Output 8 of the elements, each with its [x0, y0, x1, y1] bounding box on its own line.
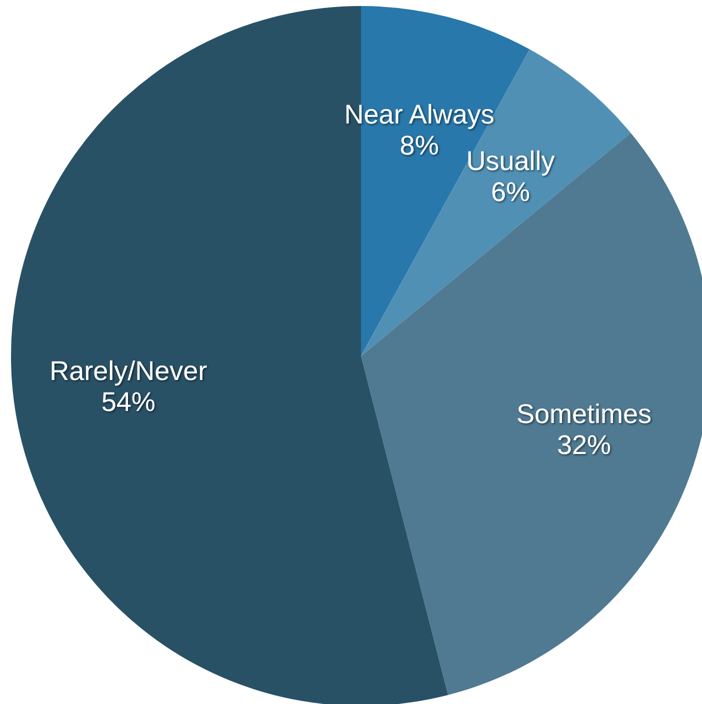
slice-label: Near Always	[344, 99, 494, 130]
data-label: 54%	[101, 387, 156, 418]
data-label: 32%	[557, 430, 612, 460]
slice-label: Usually	[466, 146, 556, 176]
data-label: 6%	[490, 176, 530, 207]
slice-label: Rarely/Never	[50, 356, 208, 386]
slice-label: Sometimes	[516, 399, 652, 430]
data-label: 8%	[400, 130, 439, 161]
